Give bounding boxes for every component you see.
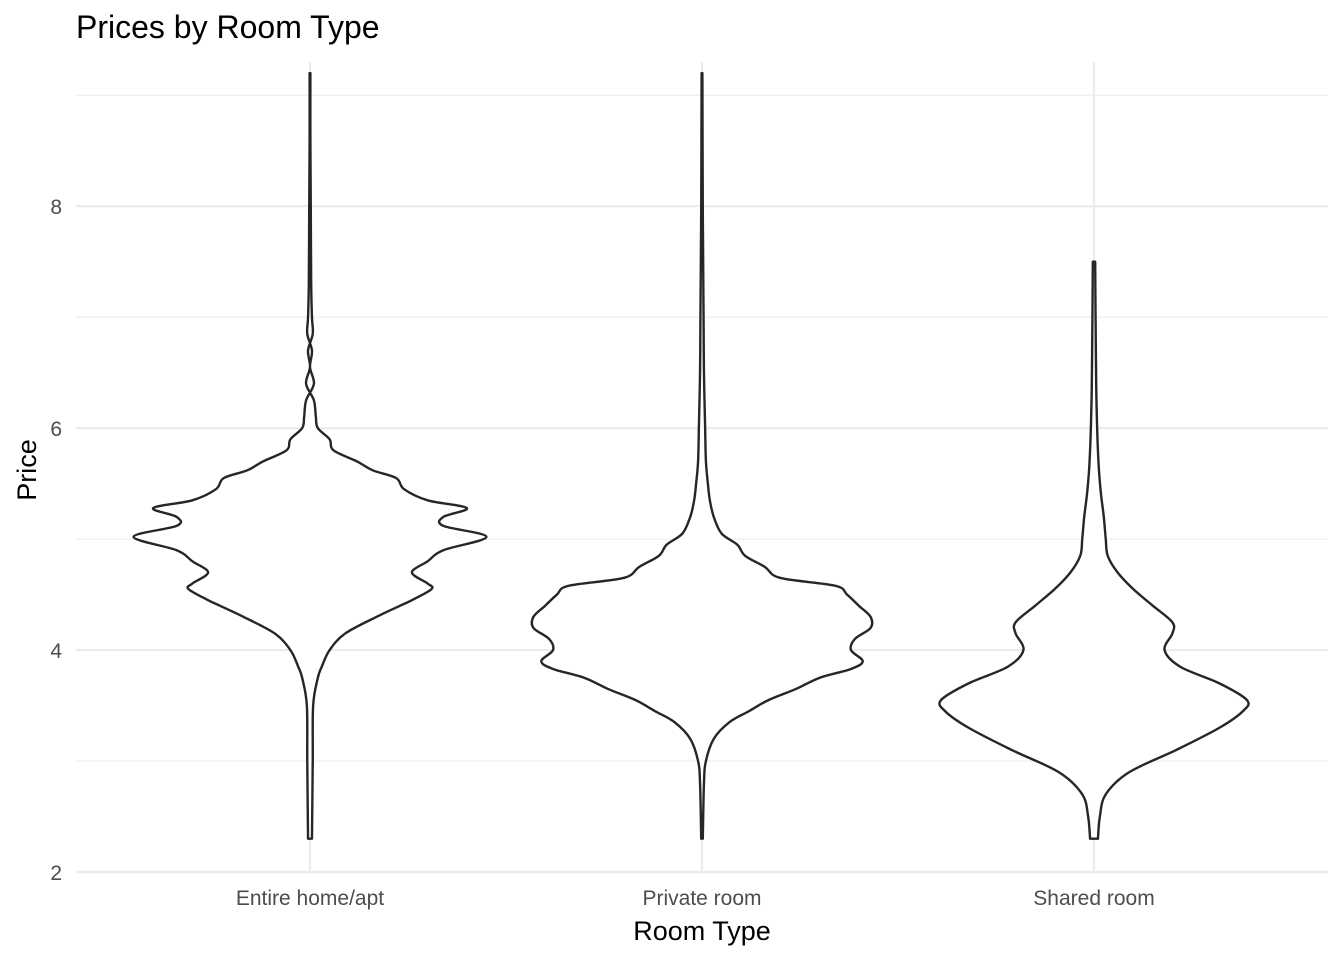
y-tick-label: 8 <box>50 196 62 219</box>
violin-layer <box>132 71 1250 840</box>
x-tick-label: Entire home/apt <box>236 887 384 910</box>
x-tick-label: Shared room <box>1033 887 1154 910</box>
chart-title: Prices by Room Type <box>76 9 380 45</box>
y-tick-label: 2 <box>50 862 62 885</box>
x-tick-label: Private room <box>642 887 761 910</box>
y-axis-title: Price <box>12 439 42 501</box>
violin-entire-home-apt <box>132 71 488 840</box>
x-axis-title: Room Type <box>633 916 771 946</box>
y-axis-ticks: 2 4 6 8 <box>50 196 62 885</box>
violin-shared-room <box>938 260 1250 840</box>
y-tick-label: 6 <box>50 418 62 441</box>
violin-private-room <box>530 71 874 840</box>
x-axis-ticks: Entire home/apt Private room Shared room <box>236 887 1155 910</box>
y-tick-label: 4 <box>50 640 62 663</box>
